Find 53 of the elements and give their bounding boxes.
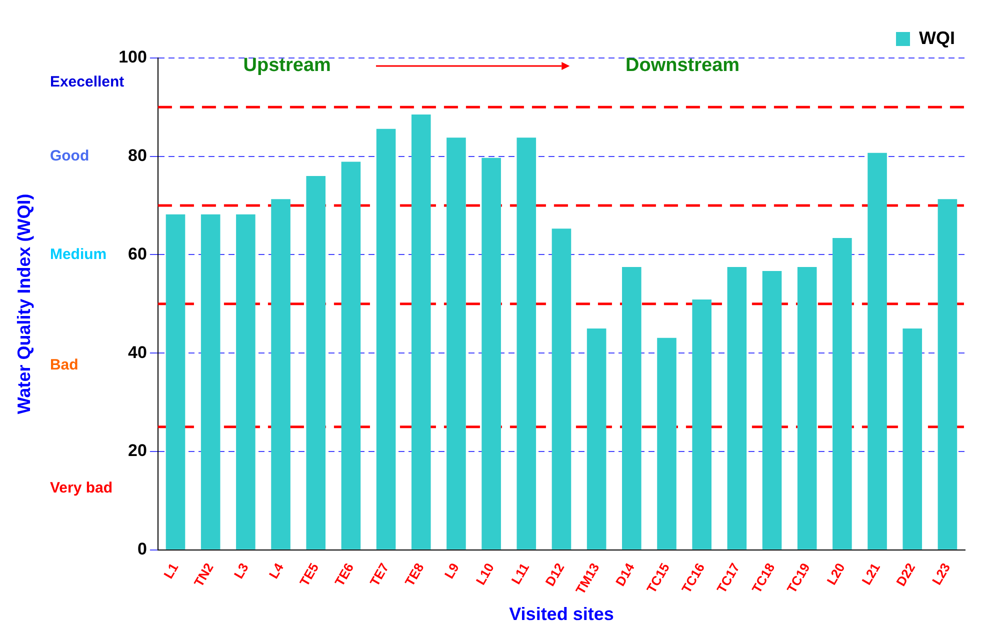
bar	[692, 299, 712, 550]
x-axis-title: Visited sites	[509, 604, 614, 624]
bar	[657, 338, 676, 550]
bar	[341, 162, 361, 550]
x-tick-label: L4	[266, 560, 287, 582]
text: Execellent	[50, 74, 124, 91]
legend-label: WQI	[919, 28, 956, 48]
bar	[516, 138, 536, 550]
text: Bad	[50, 356, 78, 374]
bar	[797, 267, 817, 550]
bar	[762, 270, 782, 550]
bar	[482, 158, 501, 550]
x-tick-label: L3	[230, 560, 252, 582]
x-tick-label: TE8	[402, 560, 427, 589]
text: Medium	[50, 246, 107, 263]
text: Good	[50, 148, 90, 165]
bar	[622, 267, 642, 550]
bar	[552, 228, 572, 550]
x-tick-label: L1	[160, 560, 182, 582]
x-tick-label: TE6	[332, 560, 357, 589]
y-tick-label: 40	[128, 342, 147, 362]
bar	[376, 128, 396, 550]
x-tick-label: TE5	[296, 560, 322, 589]
x-tick-label: L11	[508, 560, 532, 587]
bar	[832, 238, 852, 550]
x-tick-label: L23	[928, 560, 954, 588]
y-tick-label: 20	[128, 441, 147, 460]
bar	[236, 214, 256, 550]
x-tick-label: TE7	[366, 560, 392, 589]
bar	[411, 114, 431, 550]
y-tick-label: 0	[137, 540, 147, 559]
x-tick-label: TN2	[191, 560, 216, 590]
y-tick-label: 60	[128, 244, 147, 264]
x-tick-label: L20	[824, 560, 848, 588]
bar	[166, 214, 186, 550]
annotation: Upstream	[243, 55, 331, 76]
bar	[868, 152, 887, 550]
x-tick-label: L21	[858, 560, 883, 588]
bar	[938, 199, 958, 550]
bar	[727, 267, 747, 550]
y-tick-label: 80	[128, 146, 147, 166]
x-tick-label: L9	[441, 560, 462, 582]
y-tick-label: 100	[118, 48, 147, 67]
bar	[200, 214, 220, 550]
bar	[446, 138, 466, 550]
annotation: Downstream	[626, 55, 740, 76]
bar	[271, 199, 290, 550]
text: Very bad	[50, 479, 113, 496]
bar	[306, 176, 326, 550]
bar	[586, 328, 606, 550]
bar	[902, 328, 922, 550]
y-axis-title: Water Quality Index (WQI)	[14, 194, 34, 414]
x-tick-label: L10	[472, 560, 497, 588]
